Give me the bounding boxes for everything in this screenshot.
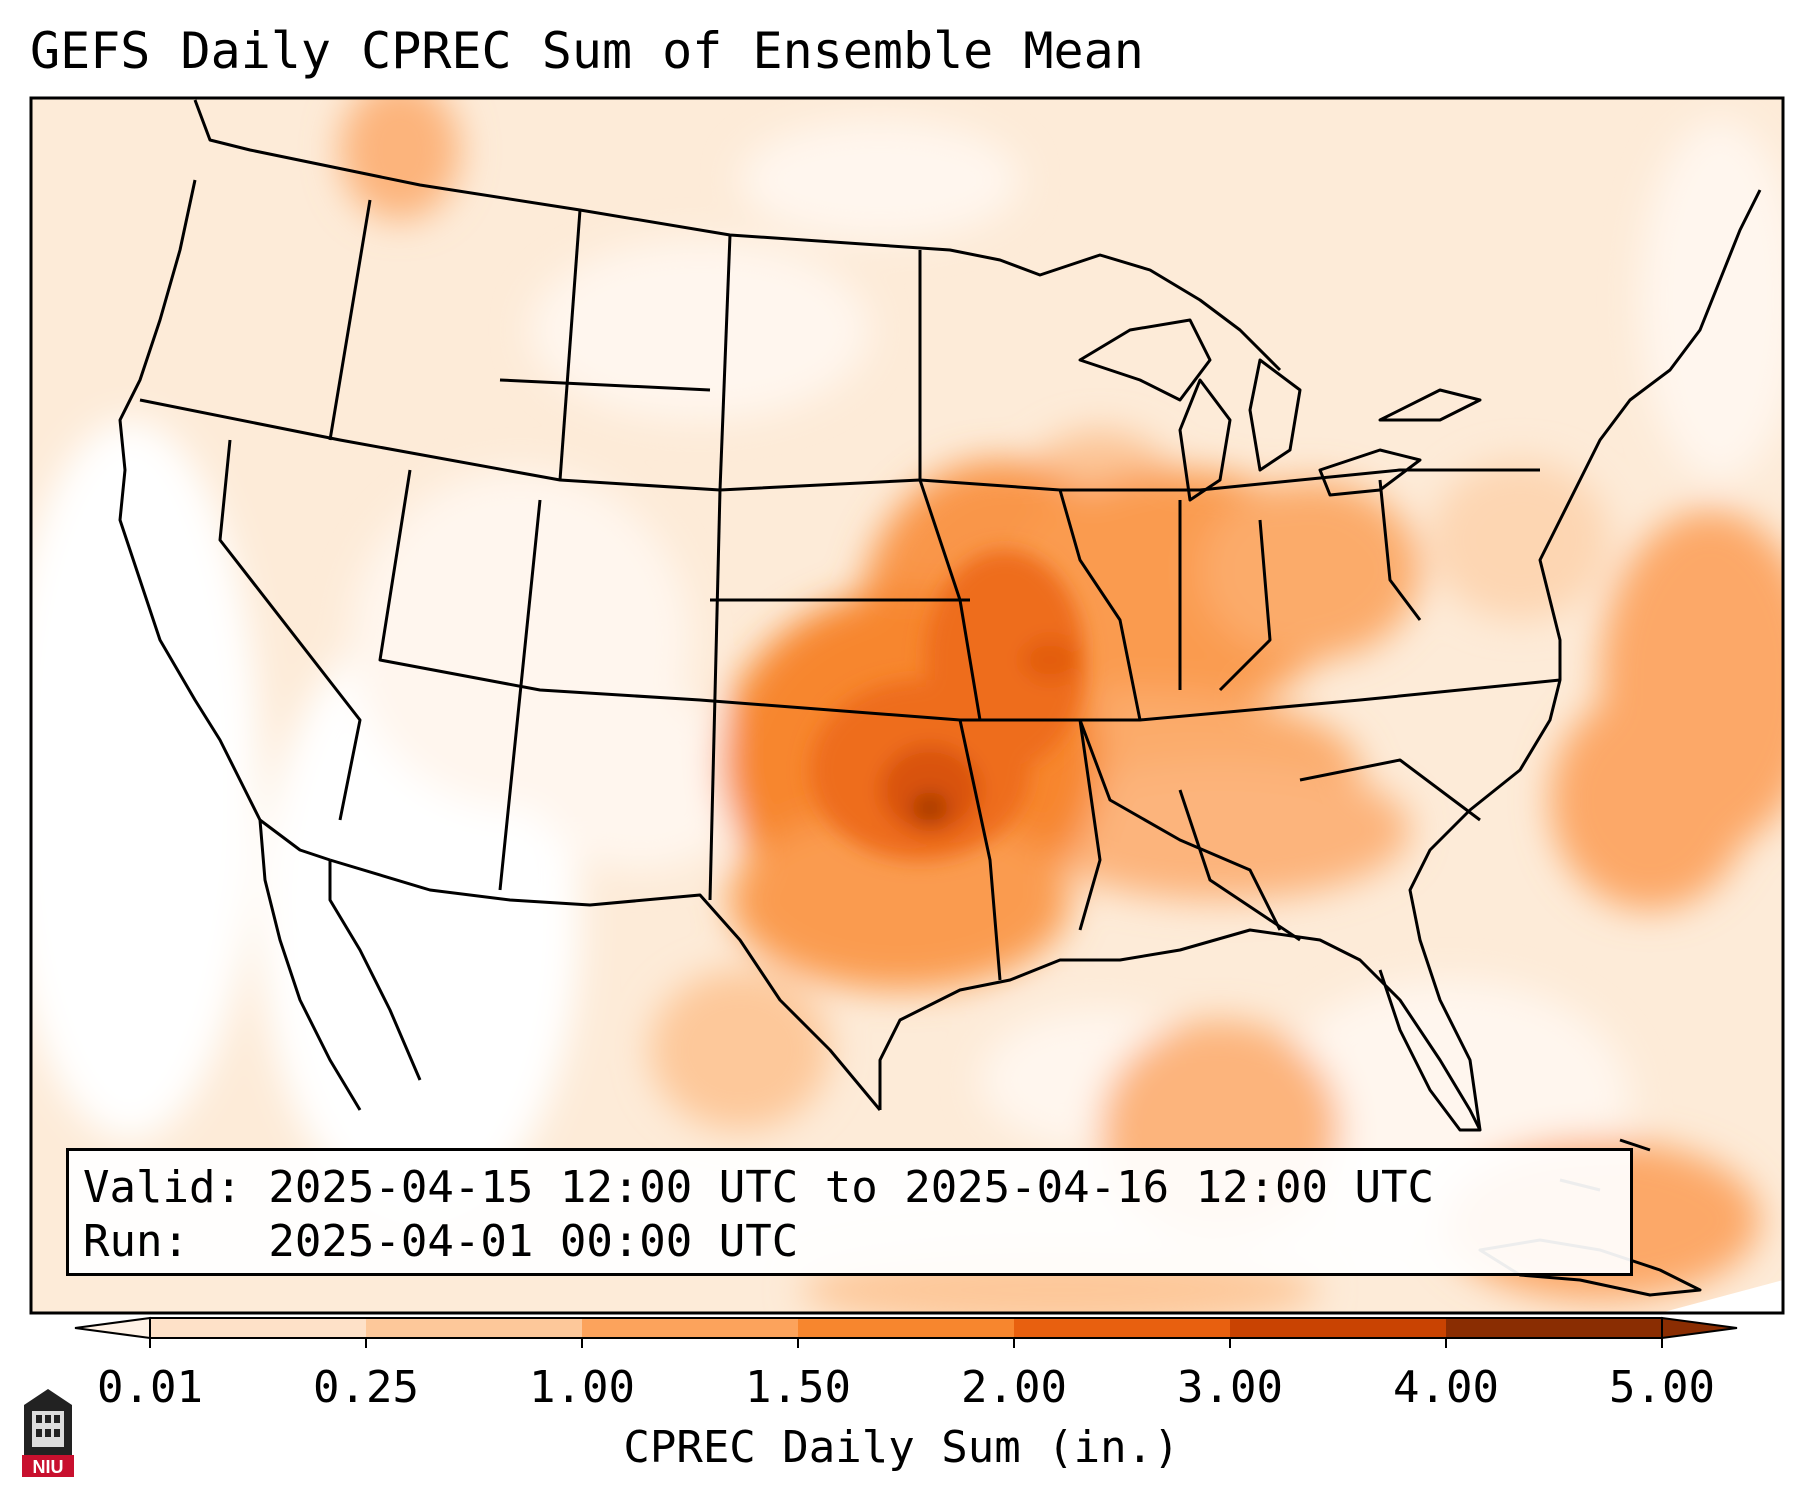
info-box: Valid: 2025-04-15 12:00 UTC to 2025-04-1… bbox=[66, 1148, 1633, 1276]
colorbar-tick-label: 1.50 bbox=[745, 1362, 851, 1413]
logo-text: NIU bbox=[33, 1457, 64, 1477]
colorbar-tick-label: 0.25 bbox=[313, 1362, 419, 1413]
colorbar-tick-label: 2.00 bbox=[961, 1362, 1067, 1413]
colorbar-segment bbox=[582, 1318, 798, 1338]
colorbar-segment bbox=[1230, 1318, 1446, 1338]
colorbar-extend-left bbox=[74, 1316, 151, 1340]
colorbar-border bbox=[149, 1317, 1663, 1339]
boundary-lines bbox=[118, 99, 1762, 1297]
colorbar-tick-label: 1.00 bbox=[529, 1362, 635, 1413]
precip-core bbox=[810, 550, 1085, 860]
colorbar-tick-label: 3.00 bbox=[1177, 1362, 1283, 1413]
niu-logo: NIU bbox=[22, 1389, 74, 1477]
colorbar-segment bbox=[1014, 1318, 1230, 1338]
colorbar-segment bbox=[798, 1318, 1014, 1338]
colorbar-tick-label: 5.00 bbox=[1609, 1362, 1715, 1413]
run-time-line: Run: 2025-04-01 00:00 UTC bbox=[83, 1216, 799, 1267]
valid-time-line: Valid: 2025-04-15 12:00 UTC to 2025-04-1… bbox=[83, 1162, 1435, 1213]
colorbar-segment bbox=[150, 1318, 366, 1338]
colorbar-tick-label: 0.01 bbox=[97, 1362, 203, 1413]
colorbar-extend-right bbox=[1661, 1316, 1738, 1340]
colorbar-tick-label: 4.00 bbox=[1393, 1362, 1499, 1413]
map-area bbox=[31, 98, 1783, 1313]
precip-field bbox=[31, 98, 1783, 1313]
map-title: GEFS Daily CPREC Sum of Ensemble Mean bbox=[30, 22, 1144, 80]
colorbar-segment bbox=[1446, 1318, 1662, 1338]
colorbar-segment bbox=[366, 1318, 582, 1338]
colorbar bbox=[74, 1316, 1738, 1348]
map-frame bbox=[29, 96, 1785, 1315]
colorbar-label: CPREC Daily Sum (in.) bbox=[623, 1422, 1180, 1473]
